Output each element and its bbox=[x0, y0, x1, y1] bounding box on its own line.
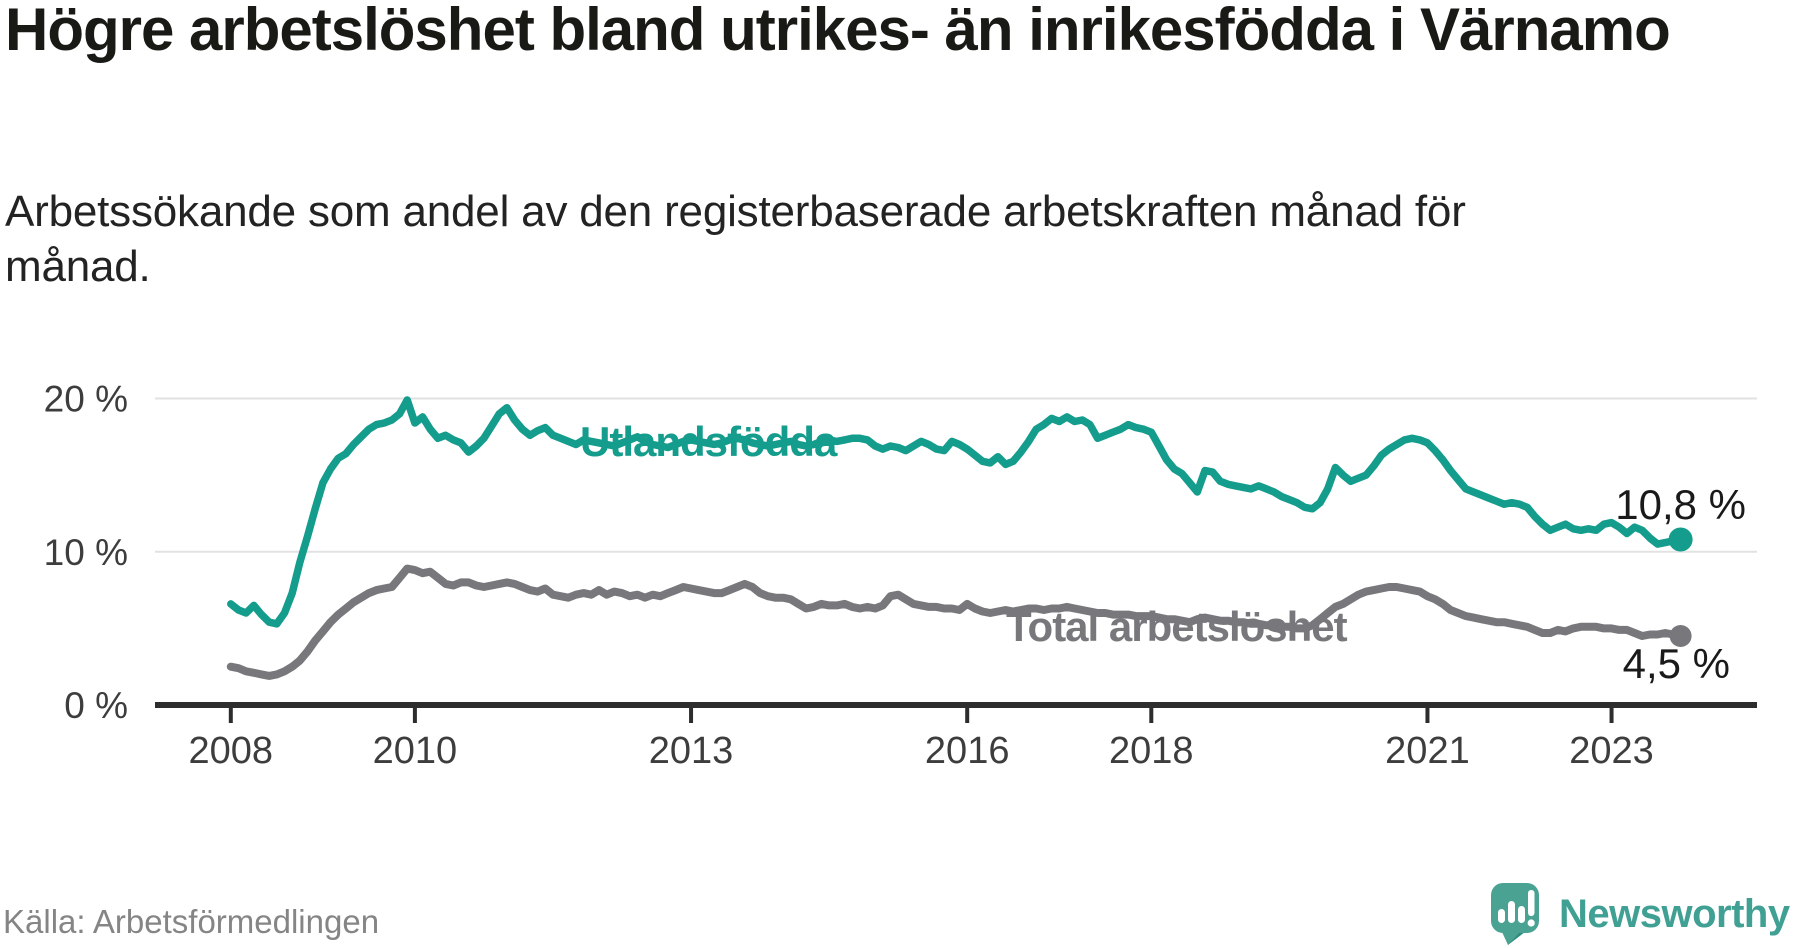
logo-bar-small bbox=[1498, 909, 1505, 923]
chart-subtitle: Arbetssökande som andel av den registerb… bbox=[5, 187, 1466, 291]
newsworthy-logo: Newsworthy bbox=[1489, 882, 1790, 946]
logo-bar-medium bbox=[1518, 906, 1525, 923]
utlandsfodda-end-dot bbox=[1668, 527, 1693, 552]
x-axis bbox=[155, 702, 1757, 723]
logo-bubble-tail bbox=[1502, 932, 1520, 945]
gridlines bbox=[155, 397, 1757, 553]
logo-exclamation-bar bbox=[1528, 890, 1535, 916]
y-axis-labels: 20 % 10 % 0 % bbox=[44, 379, 128, 727]
total-arbetsloshet-series-label: Total arbetslöshet bbox=[1006, 603, 1348, 650]
y-tick-label-10: 10 % bbox=[44, 532, 128, 573]
x-tick-label-2016: 2016 bbox=[925, 730, 1010, 772]
logo-bar-tall bbox=[1508, 901, 1515, 923]
x-tick-label-2008: 2008 bbox=[189, 730, 274, 772]
total-arbetsloshet-end-dot bbox=[1669, 625, 1692, 647]
x-tick-label-2013: 2013 bbox=[649, 730, 734, 772]
x-tick-label-2018: 2018 bbox=[1109, 730, 1194, 772]
logo-exclamation-dot bbox=[1527, 919, 1535, 927]
newsworthy-logo-icon bbox=[1491, 883, 1539, 945]
brand-name: Newsworthy bbox=[1559, 892, 1790, 936]
utlandsfodda-series-label: Utlandsfödda bbox=[580, 418, 838, 465]
x-tick-label-2021: 2021 bbox=[1385, 730, 1470, 772]
utlandsfodda-line bbox=[227, 396, 1685, 628]
total-arbetsloshet-line bbox=[226, 564, 1685, 680]
total-arbetsloshet-end-value-label: 4,5 % bbox=[1623, 640, 1730, 687]
x-tick-label-2010: 2010 bbox=[373, 730, 458, 772]
y-tick-label-20: 20 % bbox=[44, 379, 128, 420]
chart-title: Högre arbetslöshet bland utrikes- än inr… bbox=[5, 0, 1671, 63]
source-credit: Källa: Arbetsförmedlingen bbox=[3, 903, 380, 940]
y-tick-label-0: 0 % bbox=[64, 685, 128, 726]
utlandsfodda-end-value-label: 10,8 % bbox=[1615, 481, 1746, 528]
x-axis-tick-labels: 2008 2010 2013 2016 2018 2021 2023 bbox=[189, 730, 1654, 772]
x-tick-label-2023: 2023 bbox=[1569, 730, 1654, 772]
